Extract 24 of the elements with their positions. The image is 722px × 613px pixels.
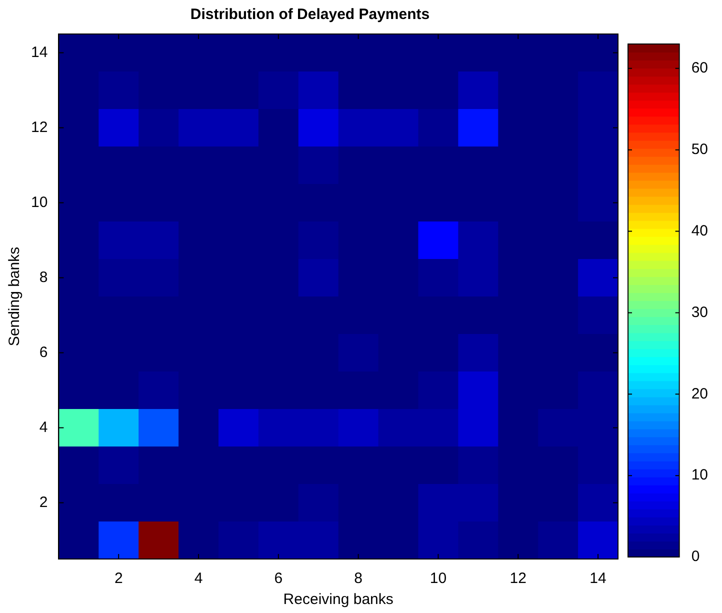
y-tick-label: 14 <box>30 44 48 61</box>
y-tick-label: 4 <box>39 418 48 436</box>
x-tick-label: 10 <box>430 570 447 588</box>
x-axis-title: Receiving banks <box>283 591 394 608</box>
x-tick-label: 6 <box>274 570 283 588</box>
color-bar-label: 20 <box>691 385 708 402</box>
color-bar-label: 50 <box>691 141 708 158</box>
x-tick-label: 4 <box>194 570 203 588</box>
color-bar-label: 40 <box>691 222 708 240</box>
x-tick-label: 12 <box>510 570 526 588</box>
x-tick-label: 14 <box>590 570 606 588</box>
color-bar-label: 10 <box>691 466 708 484</box>
y-axis-title: Sending banks <box>6 246 24 346</box>
y-tick-label: 2 <box>39 494 48 511</box>
color-bar-label: 60 <box>691 60 708 77</box>
x-tick-label: 8 <box>354 570 362 588</box>
y-tick-label: 10 <box>30 194 48 211</box>
x-tick-label: 2 <box>114 570 123 588</box>
color-bar-label: 0 <box>691 548 700 566</box>
color-bar-label: 30 <box>691 304 708 321</box>
y-tick-label: 12 <box>30 118 48 136</box>
chart-title: Distribution of Delayed Payments <box>190 6 430 24</box>
y-tick-label: 6 <box>39 344 48 361</box>
y-tick-label: 8 <box>39 268 48 286</box>
